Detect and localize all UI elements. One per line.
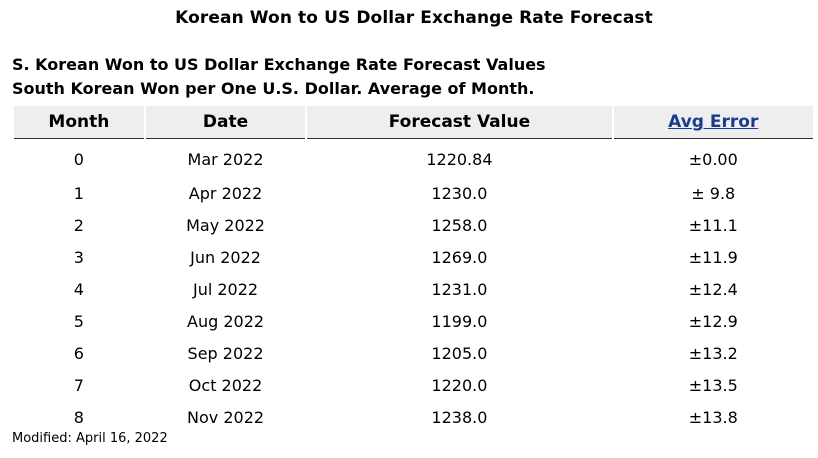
cell-forecast-value: 1199.0	[431, 311, 488, 331]
table-row: 8 Nov 2022 1238.0 ±13.8	[14, 401, 813, 433]
cell-month: 0	[73, 149, 84, 169]
cell-date: Apr 2022	[188, 183, 263, 203]
cell-forecast-value: 1230.0	[431, 183, 488, 203]
cell-date: Sep 2022	[187, 343, 264, 363]
cell-month: 8	[73, 407, 84, 427]
cell-month: 5	[73, 311, 84, 331]
table-row: 7 Oct 2022 1220.0 ±13.5	[14, 369, 813, 401]
cell-avg-error: ±13.5	[688, 375, 738, 395]
table-row: 6 Sep 2022 1205.0 ±13.2	[14, 337, 813, 369]
table-row: 4 Jul 2022 1231.0 ±12.4	[14, 273, 813, 305]
cell-date: Nov 2022	[187, 407, 265, 427]
header-date: Date	[145, 106, 306, 139]
cell-avg-error: ±12.9	[688, 311, 738, 331]
cell-month: 6	[73, 343, 84, 363]
cell-forecast-value: 1238.0	[431, 407, 488, 427]
header-avg-error: Avg Error	[613, 106, 813, 139]
cell-date: Jul 2022	[192, 279, 259, 299]
cell-date: Aug 2022	[187, 311, 265, 331]
cell-date: Jun 2022	[190, 247, 261, 267]
cell-forecast-value: 1269.0	[431, 247, 488, 267]
cell-avg-error: ±12.4	[688, 279, 738, 299]
cell-forecast-value: 1231.0	[431, 279, 488, 299]
table-row: 2 May 2022 1258.0 ±11.1	[14, 209, 813, 241]
cell-avg-error: ±13.8	[688, 407, 738, 427]
cell-forecast-value: 1205.0	[431, 343, 488, 363]
table-row: 3 Jun 2022 1269.0 ±11.9	[14, 241, 813, 273]
cell-avg-error: ±13.2	[688, 343, 738, 363]
cell-date: May 2022	[186, 215, 265, 235]
header-forecast-value: Forecast Value	[307, 106, 612, 139]
cell-avg-error: ±11.1	[688, 215, 738, 235]
forecast-table: Month Date Forecast Value Avg Error 0 Mar…	[12, 106, 815, 433]
cell-avg-error: ±0.00	[688, 149, 738, 169]
cell-month: 3	[73, 247, 84, 267]
table-subtitle: S. Korean Won to US Dollar Exchange Rate…	[12, 55, 546, 74]
table-row: 0 Mar 2022 1220.84 ±0.00	[14, 139, 813, 177]
modified-date: Modified: April 16, 2022	[12, 431, 168, 446]
table-header-row: Month Date Forecast Value Avg Error	[14, 106, 813, 139]
page-title: Korean Won to US Dollar Exchange Rate Fo…	[175, 8, 653, 28]
cell-forecast-value: 1220.84	[426, 149, 493, 169]
cell-avg-error: ± 9.8	[691, 183, 736, 203]
cell-month: 7	[73, 375, 84, 395]
cell-forecast-value: 1258.0	[431, 215, 488, 235]
table-row: 1 Apr 2022 1230.0 ± 9.8	[14, 177, 813, 209]
cell-month: 2	[73, 215, 84, 235]
table-description: South Korean Won per One U.S. Dollar. Av…	[12, 79, 535, 98]
cell-date: Mar 2022	[187, 149, 264, 169]
header-month: Month	[14, 106, 144, 139]
cell-date: Oct 2022	[188, 375, 263, 395]
cell-avg-error: ±11.9	[688, 247, 738, 267]
avg-error-link[interactable]: Avg Error	[668, 112, 759, 132]
cell-forecast-value: 1220.0	[431, 375, 488, 395]
cell-month: 4	[73, 279, 84, 299]
cell-month: 1	[73, 183, 84, 203]
table-row: 5 Aug 2022 1199.0 ±12.9	[14, 305, 813, 337]
